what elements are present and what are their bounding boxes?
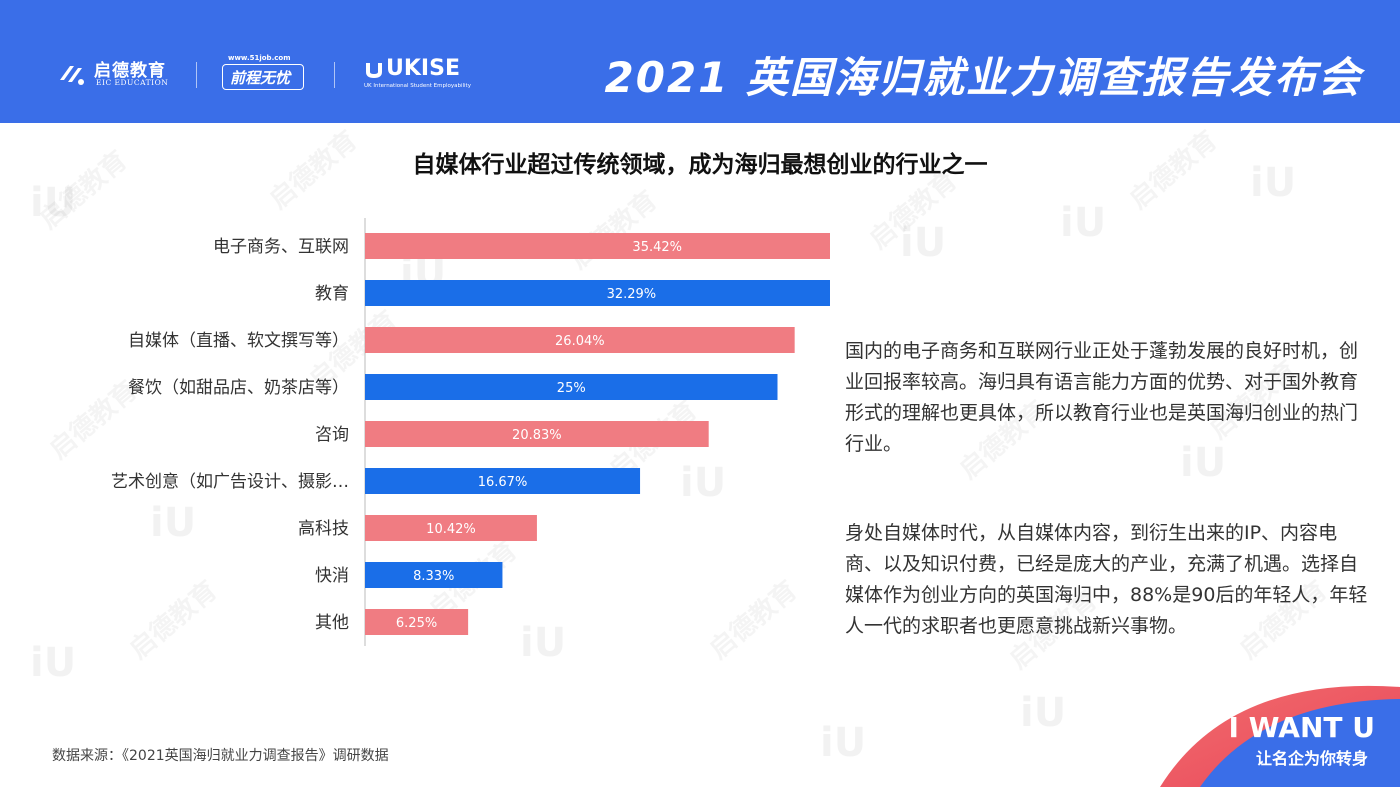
badge-slogan-en: I WANT U: [1228, 711, 1375, 744]
ukise-logo-icon: [366, 63, 382, 78]
category-label: 电子商务、互联网: [213, 237, 349, 257]
category-label: 咨询: [315, 425, 349, 445]
category-label: 艺术创意（如广告设计、摄影…: [111, 472, 349, 492]
bar: [365, 421, 709, 447]
value-label: 16.67%: [478, 475, 528, 490]
slogan-badge: I WANT U 让名企为你转身: [1160, 665, 1400, 787]
ukise-logo-sub: UK International Student Employability: [364, 83, 471, 89]
logo-divider: [334, 62, 335, 88]
bar: [365, 233, 830, 259]
job51-logo: www.51job.com 前程无忧: [222, 54, 304, 90]
category-label: 教育: [315, 284, 349, 304]
value-label: 35.42%: [632, 240, 682, 255]
eic-logo-en: EIC EDUCATION: [96, 78, 169, 87]
category-label: 餐饮（如甜品店、奶茶店等）: [128, 378, 349, 398]
chart-title: 自媒体行业超过传统领域，成为海归最想创业的行业之一: [412, 152, 988, 178]
watermark-mark: iU: [1060, 200, 1107, 246]
category-label: 高科技: [298, 519, 349, 539]
watermark-mark: iU: [820, 720, 867, 766]
category-label: 自媒体（直播、软文撰写等）: [128, 331, 349, 351]
eic-logo-cn: 启德教育: [94, 61, 166, 81]
eic-logo-icon: [60, 66, 84, 85]
bar-chart: 电子商务、互联网 35.42% 教育 32.29% 自媒体（直播、软文撰写等） 26.04…: [111, 218, 830, 646]
value-label: 10.42%: [426, 522, 476, 537]
watermark-mark: iU: [900, 220, 947, 266]
category-label: 快消: [315, 566, 349, 586]
value-label: 32.29%: [607, 287, 657, 302]
eic-logo: 启德教育 EIC EDUCATION: [56, 56, 174, 92]
value-label: 20.83%: [512, 428, 562, 443]
value-label: 26.04%: [555, 334, 605, 349]
value-label: 8.33%: [413, 569, 454, 584]
value-label: 25%: [557, 381, 586, 396]
logo-divider: [196, 62, 197, 88]
job51-logo-frame: [222, 64, 304, 90]
job51-logo-url: www.51job.com: [228, 54, 291, 62]
watermark-mark: iU: [1020, 690, 1067, 736]
category-label: 其他: [315, 613, 349, 633]
event-title: 2021 英国海归就业力调查报告发布会: [604, 53, 1362, 102]
value-label: 6.25%: [396, 616, 437, 631]
bar: [365, 280, 830, 306]
data-source-note: 数据来源：《2021英国海归就业力调查报告》调研数据: [52, 748, 389, 764]
bar: [365, 562, 503, 588]
bar: [365, 374, 778, 400]
bar: [365, 327, 795, 353]
badge-shape: [1160, 685, 1400, 787]
insight-paragraph-2: 身处自媒体时代，从自媒体内容，到衍生出来的IP、内容电商、以及知识付费，已经是庞…: [845, 522, 1368, 637]
bar: [365, 468, 641, 494]
header-banner: 启德教育 EIC EDUCATION www.51job.com 前程无忧 UK…: [0, 0, 1400, 123]
insight-paragraph-1: 国内的电子商务和互联网行业正处于蓬勃发展的良好时机，创业回报率较高。海归具有语言…: [845, 340, 1359, 455]
bar: [365, 609, 469, 635]
badge-slogan-cn: 让名企为你转身: [1255, 749, 1368, 768]
job51-logo-name: 前程无忧: [230, 69, 291, 87]
ukise-logo: UKISE UK International Student Employabi…: [364, 56, 471, 92]
bar: [365, 515, 537, 541]
ukise-logo-name: UKISE: [386, 56, 460, 81]
